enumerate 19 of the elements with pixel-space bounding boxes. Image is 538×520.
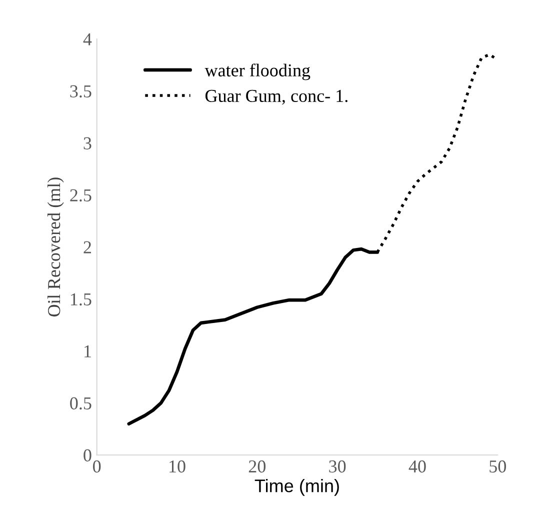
y-tick-label: 1.5 xyxy=(71,293,92,306)
x-tick-label: 10 xyxy=(170,460,186,473)
y-tick-label: 4 xyxy=(83,33,92,46)
y-axis-title: Oil Recovered (ml) xyxy=(47,178,64,316)
x-tick-label: 50 xyxy=(490,460,506,473)
legend-label: Guar Gum, conc- 1. xyxy=(205,90,348,105)
x-tick-label: 40 xyxy=(408,460,426,473)
y-tick-label: 3 xyxy=(84,137,92,150)
y-tick-label: 2 xyxy=(84,241,91,254)
x-tick-label: 30 xyxy=(329,460,346,473)
y-tick-label: 0.5 xyxy=(70,397,92,410)
y-tick-label: 3.5 xyxy=(70,85,92,98)
y-tick-label: 2.5 xyxy=(70,189,92,202)
y-tick-label: 0 xyxy=(84,449,92,462)
x-axis-title: Time (min) xyxy=(254,479,339,496)
x-tick-label: 0 xyxy=(93,460,101,473)
legend-label: water flooding xyxy=(204,64,310,80)
y-tick-label: 1 xyxy=(84,345,91,358)
x-tick-label: 20 xyxy=(248,460,266,473)
